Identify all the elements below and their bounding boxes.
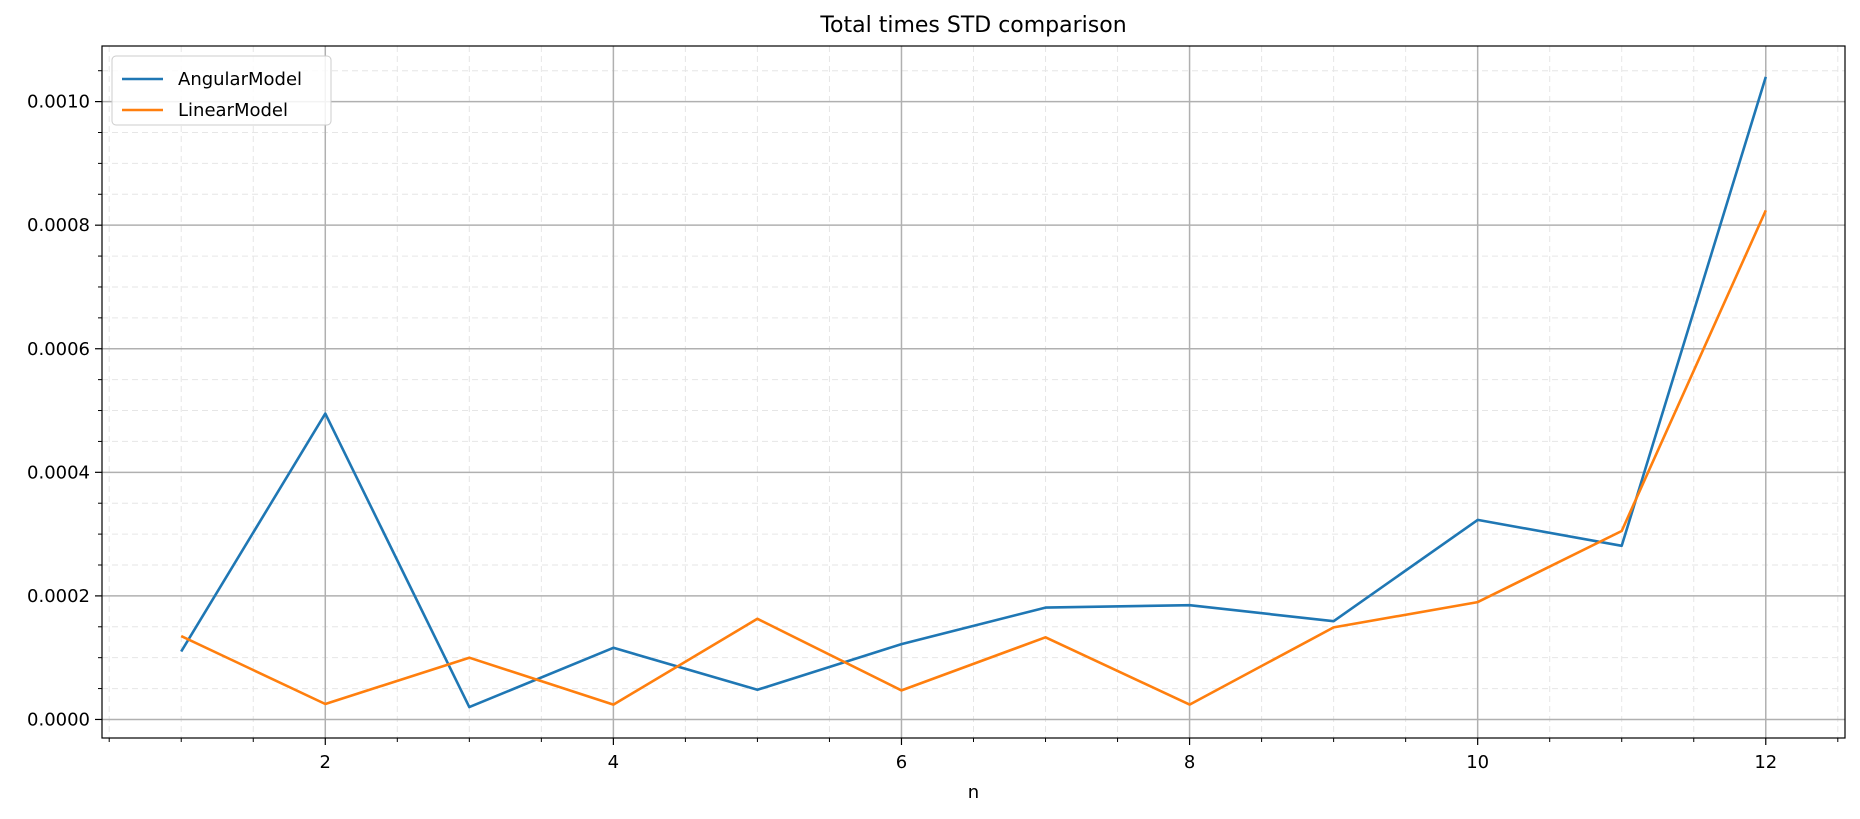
y-tick-label: 0.0006 [27,339,90,360]
y-tick-label: 0.0008 [27,215,90,236]
x-tick-label: 12 [1754,752,1777,773]
legend: AngularModel LinearModel [111,55,332,126]
series-line-linearmodel [180,209,1767,706]
x-axis-label: n [968,782,979,803]
x-tick-label: 6 [896,752,907,773]
y-tick-label: 0.0004 [27,462,90,483]
legend-box [111,55,332,126]
y-tick-label: 0.0010 [27,92,90,113]
x-tick-label: 10 [1466,752,1489,773]
y-tick-label: 0.0000 [27,709,90,730]
series-layer [180,76,1768,709]
major-grid [102,46,1845,738]
x-tick-label: 4 [608,752,619,773]
legend-label: AngularModel [178,69,302,90]
chart-title: Total times STD comparison [819,13,1126,38]
series-line-angularmodel [180,76,1768,709]
minor-grid [102,46,1845,738]
legend-label: LinearModel [178,100,288,121]
axes-layer: 2 4 6 8 10 12 0.0000 0.0002 0.0004 0.0006 0.0008 0.… [27,70,1839,773]
x-tick-label: 2 [320,752,331,773]
x-tick-label: 8 [1184,752,1195,773]
y-tick-label: 0.0002 [27,586,90,607]
